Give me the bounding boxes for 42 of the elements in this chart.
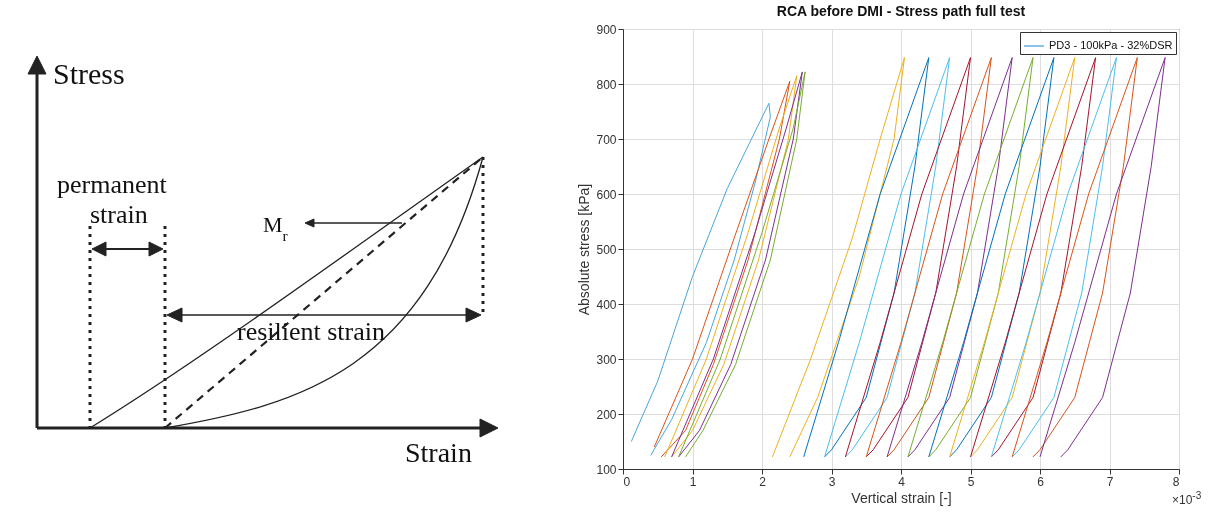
line-series [990, 57, 1117, 458]
legend-label: PD3 - 100kPa - 32%DSR [1049, 39, 1173, 51]
x-tick-label: 3 [828, 474, 836, 489]
x-tick-label: 1 [689, 474, 697, 489]
line-series [803, 57, 930, 458]
line-series [949, 57, 1076, 458]
y-tick-label: 800 [596, 77, 617, 92]
text: ×10$^{-3}$ [1172, 490, 1202, 507]
chart-title: RCA before DMI - Stress path full test [776, 3, 1026, 19]
y-tick-label: 900 [596, 22, 617, 37]
line-series [928, 57, 1055, 458]
line-series [844, 57, 971, 458]
line-series [1011, 57, 1138, 458]
y-tick-label: 100 [596, 462, 617, 477]
text: M$_{r}$ [263, 212, 288, 244]
y-tick-label: 500 [596, 242, 617, 257]
line-series [824, 57, 951, 458]
line-series [1039, 57, 1166, 458]
text: Strain [405, 437, 472, 468]
text: permanent strain [57, 170, 168, 229]
text: resilient strain [237, 317, 386, 346]
line-series [771, 57, 905, 458]
x-tick-label: 7 [1106, 474, 1114, 489]
x-tick-label: 4 [898, 474, 906, 489]
x-axis-title: Vertical strain [-] [851, 489, 952, 506]
line-series [865, 57, 992, 458]
x-tick-label: 6 [1037, 474, 1045, 489]
line-series [886, 57, 1013, 458]
y-tick-label: 400 [596, 297, 617, 312]
x-tick-label: 5 [967, 474, 975, 489]
line-series [630, 102, 771, 456]
y-tick-label: 700 [596, 132, 617, 147]
x-tick-label: 0 [623, 474, 631, 489]
x-tick-label: 8 [1172, 474, 1180, 489]
line-series [907, 57, 1034, 458]
y-tick-label: 300 [596, 352, 617, 367]
x-tick-label: 2 [759, 474, 767, 489]
y-tick-label: 200 [596, 407, 617, 422]
y-tick-label: 600 [596, 187, 617, 202]
text: Stress [53, 57, 125, 90]
line-series [970, 57, 1097, 458]
y-axis-title: Absolute stress [kPa] [576, 183, 593, 316]
